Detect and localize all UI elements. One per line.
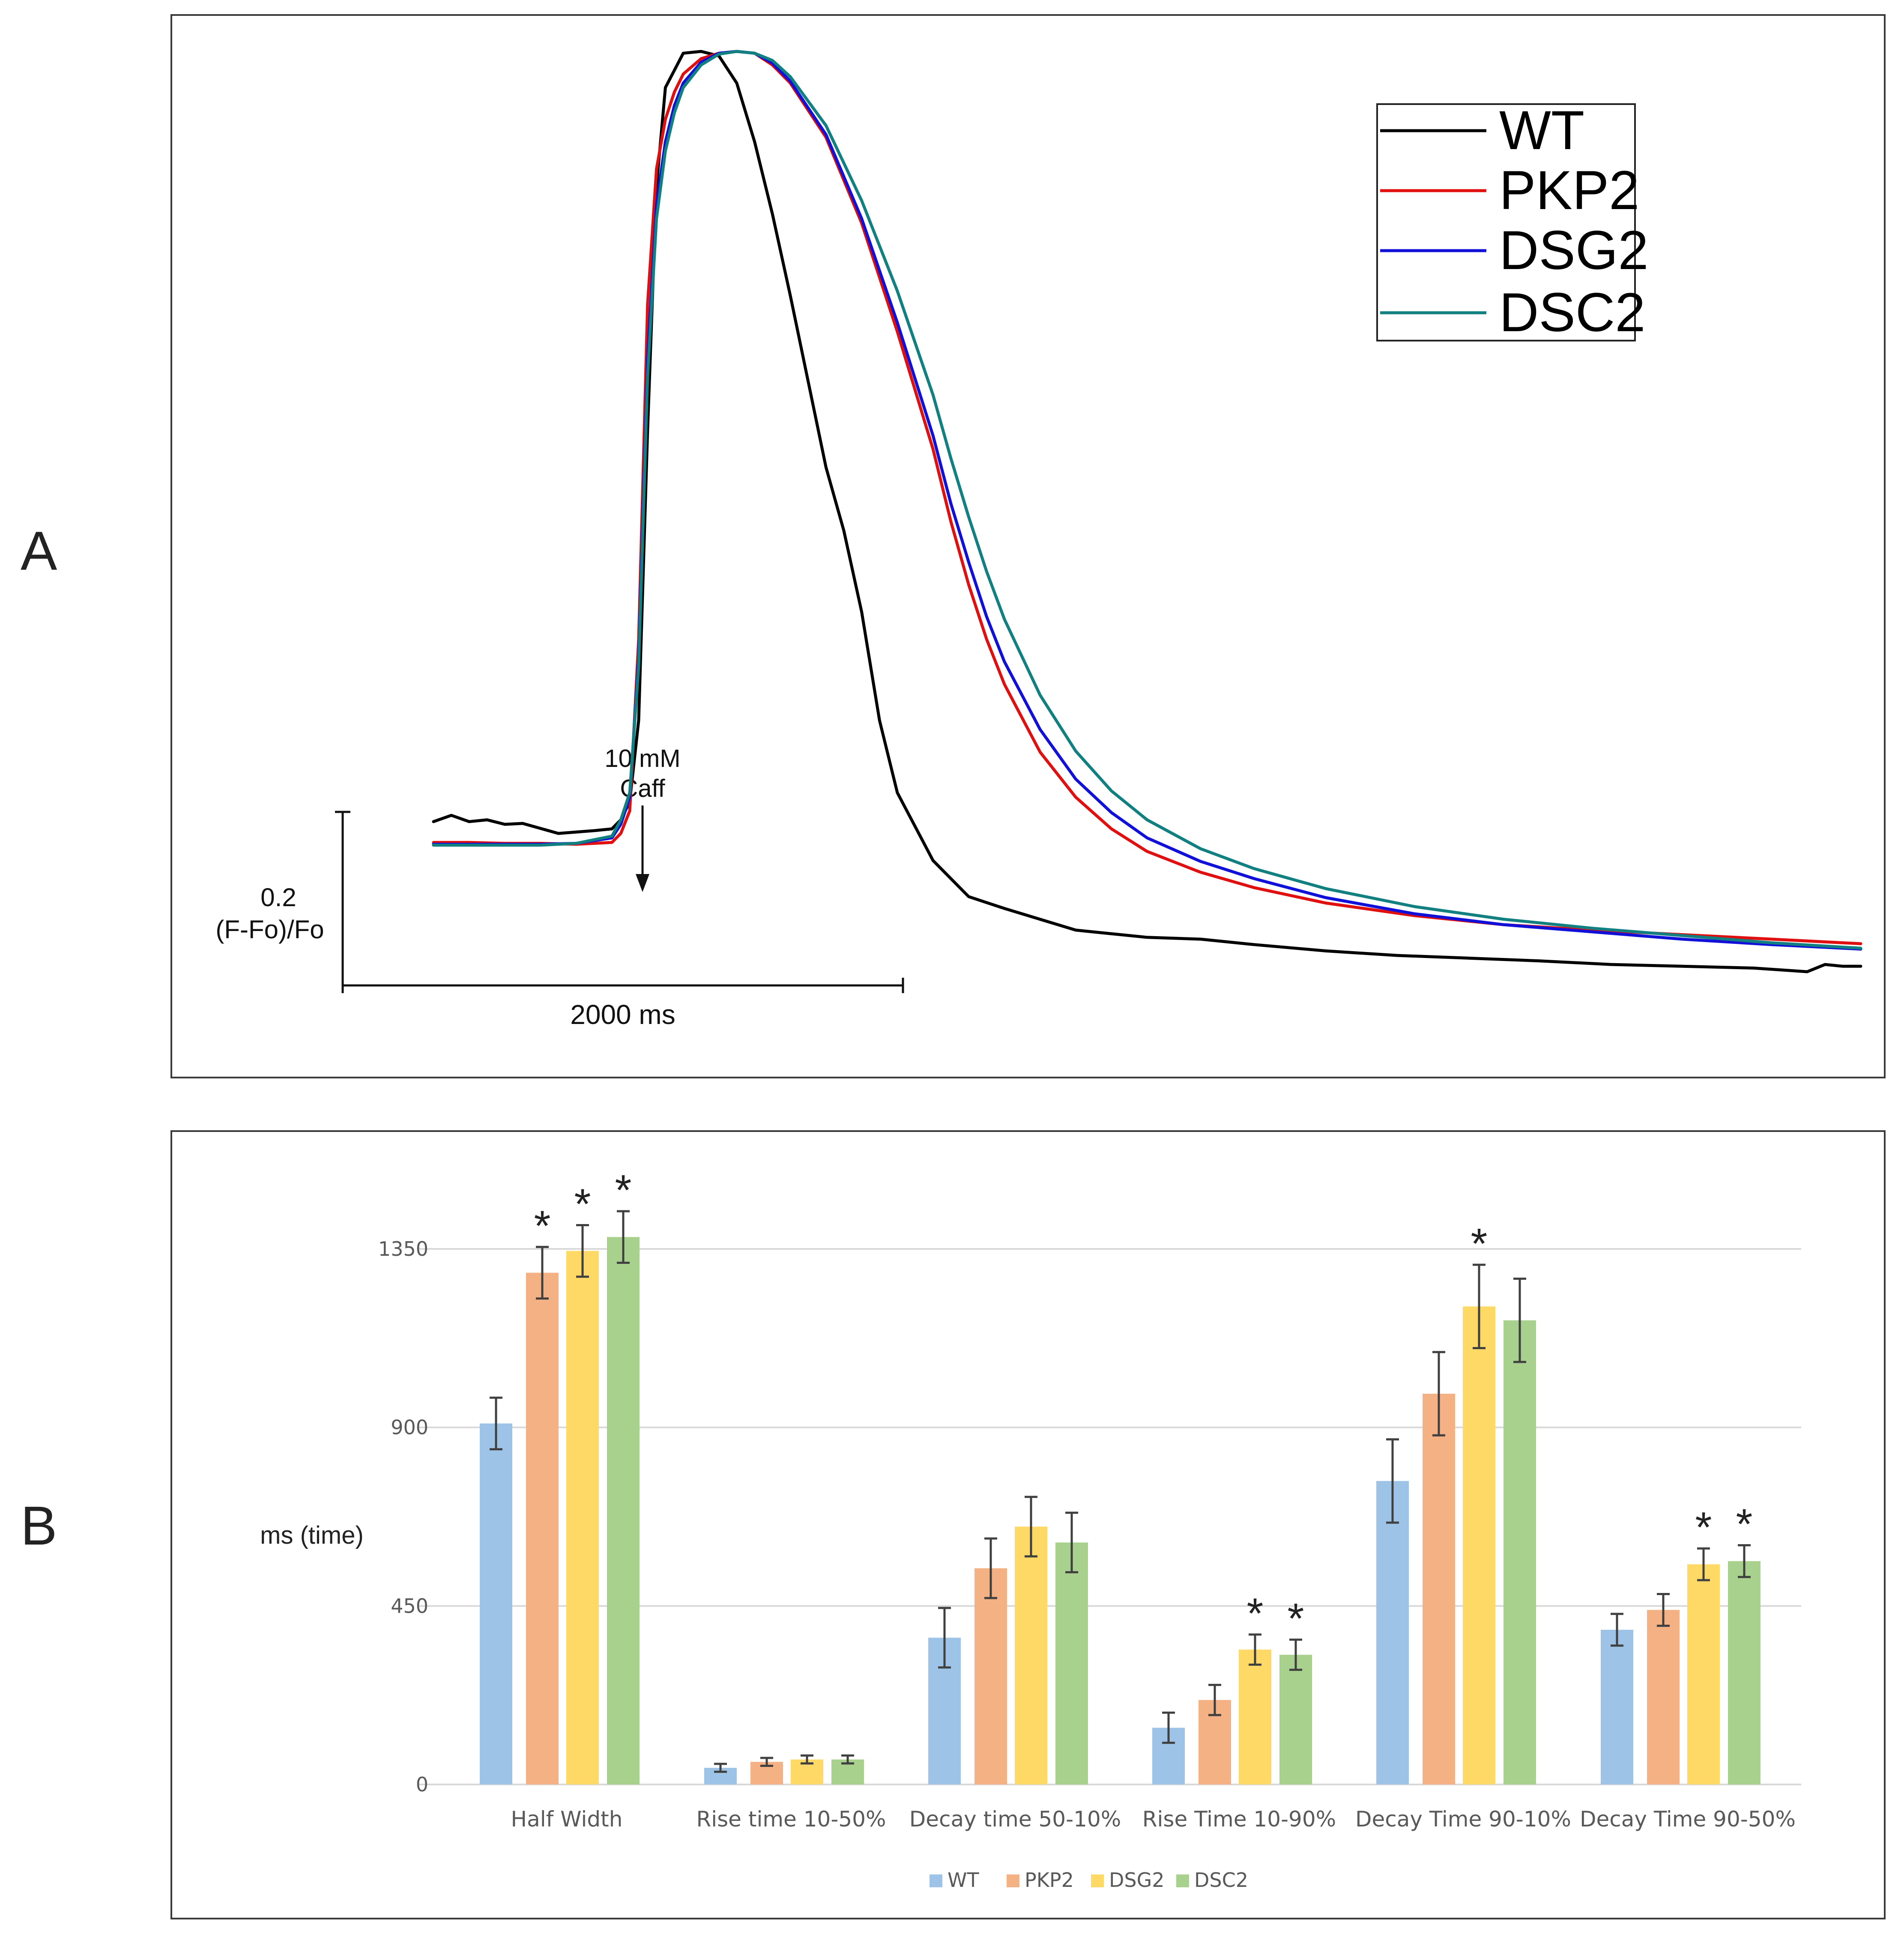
legend-b-label-pkp2: PKP2 [1025,1868,1074,1892]
legend-b-swatch-dsg2 [1091,1874,1104,1887]
legend-a-label-pkp2: PKP2 [1499,160,1639,221]
error-bar-pkp2-decay-time-90-10 [1432,1351,1445,1437]
category-label-decay-time-90-50: Decay Time 90-50% [1580,1807,1796,1832]
error-bar-dsg2-decay-time-50-10 [1025,1496,1037,1558]
bar-pkp2-decay-time-90-10 [1423,1393,1455,1784]
bar-wt-half-width [480,1423,512,1784]
error-bar-pkp2-decay-time-90-50 [1657,1593,1670,1627]
panel-b: ms (time) 0 450 900 1350 * * * * * * * * Half Widt… [170,1130,1886,1919]
panel-a-letter: A [21,521,57,582]
error-bar-wt-rise-time-10-90 [1162,1711,1175,1744]
panel-b-frame [170,1130,1886,1919]
trace-dsc2 [432,50,1862,950]
bar-dsc2-decay-time-90-10 [1503,1320,1536,1784]
significance-star-dsc2-rise-time-10-90: * [1288,1595,1304,1643]
error-bar-dsg2-decay-time-90-50 [1697,1547,1710,1581]
bar-dsg2-rise-time-10-90 [1239,1650,1271,1784]
significance-markers: * * * * * * * * [534,1166,1753,1643]
error-bar-dsg2-half-width [576,1224,589,1278]
panel-a-frame [170,14,1886,1078]
error-bar-dsg2-rise-time-10-50 [801,1754,813,1765]
bar-dsc2-decay-time-50-10 [1055,1542,1088,1784]
bars [480,1237,1761,1784]
error-bar-dsg2-decay-time-90-10 [1473,1263,1486,1349]
legend-b-label-dsg2: DSG2 [1109,1868,1165,1892]
category-label-decay-time-50-10: Decay time 50-10% [909,1807,1121,1832]
significance-star-pkp2-half-width: * [534,1202,551,1250]
error-bar-dsg2-rise-time-10-90 [1249,1633,1261,1666]
y-axis-label: ms (time) [260,1521,364,1549]
error-bar-dsc2-rise-time-10-50 [841,1754,854,1765]
error-bar-wt-decay-time-90-50 [1611,1613,1623,1647]
bar-wt-decay-time-90-10 [1376,1481,1409,1784]
y-tick-label-900: 900 [391,1416,428,1439]
bar-pkp2-decay-time-50-10 [974,1568,1007,1784]
panel-b-letter: B [21,1495,57,1557]
bar-dsg2-half-width [566,1251,599,1784]
category-label-rise-time-10-90: Rise Time 10-90% [1142,1807,1336,1832]
legend-a-label-dsg2: DSG2 [1499,220,1649,281]
bar-dsc2-half-width [607,1237,640,1784]
y-tick-label-450: 450 [391,1594,428,1617]
category-label-rise-time-10-50: Rise time 10-50% [696,1807,886,1832]
error-bar-pkp2-rise-time-10-50 [760,1757,773,1767]
legend-b-swatch-pkp2 [1007,1874,1019,1887]
significance-star-dsc2-half-width: * [615,1166,632,1214]
significance-star-dsg2-decay-time-90-50: * [1695,1503,1712,1551]
category-label-half-width: Half Width [511,1807,623,1832]
gridlines [418,1248,1801,1785]
legend-a-box [1376,103,1636,341]
legend-a-label-dsc2: DSC2 [1499,282,1645,343]
category-label-decay-time-90-10: Decay Time 90-10% [1355,1807,1571,1832]
error-bar-dsc2-rise-time-10-90 [1289,1638,1302,1671]
error-bar-wt-decay-time-90-10 [1386,1438,1399,1524]
error-bar-dsc2-decay-time-90-50 [1738,1544,1751,1578]
error-bar-dsc2-decay-time-50-10 [1065,1512,1078,1574]
error-bar-pkp2-rise-time-10-90 [1208,1684,1221,1716]
legend-a-label-wt: WT [1499,100,1584,161]
trace-dsg2 [432,50,1862,951]
scale-bar [335,811,904,993]
error-bar-wt-half-width [490,1396,502,1451]
error-bar-dsc2-half-width [617,1210,630,1264]
bar-wt-decay-time-90-50 [1601,1629,1633,1784]
bar-pkp2-half-width [526,1272,559,1784]
trace-wt [432,50,1862,973]
legend-b-swatch-wt [930,1874,942,1887]
error-bars [490,1210,1751,1773]
error-bar-wt-rise-time-10-50 [714,1763,727,1773]
error-bar-pkp2-half-width [536,1245,549,1300]
traces [432,50,1862,973]
bar-pkp2-decay-time-90-50 [1647,1610,1680,1784]
significance-star-dsg2-decay-time-90-10: * [1471,1220,1488,1268]
legend-b-swatch-dsc2 [1176,1874,1189,1887]
scale-bar-y-unit: (F-Fo)/Fo [215,915,324,944]
error-bar-pkp2-decay-time-50-10 [984,1537,997,1599]
legend-a: WT PKP2 DSG2 DSC2 [1376,100,1649,343]
significance-star-dsg2-half-width: * [574,1180,591,1228]
legend-b: WT PKP2 DSG2 DSC2 [930,1868,1248,1892]
significance-star-dsg2-rise-time-10-90: * [1247,1590,1264,1638]
caffeine-arrow [636,805,649,892]
trace-pkp2 [432,50,1862,946]
y-tick-label-0: 0 [416,1773,428,1796]
significance-star-dsc2-decay-time-90-50: * [1736,1500,1753,1548]
y-tick-label-1350: 1350 [378,1237,428,1260]
error-bar-dsc2-decay-time-90-10 [1513,1277,1526,1363]
bar-dsg2-decay-time-90-10 [1463,1306,1495,1784]
error-bar-wt-decay-time-50-10 [938,1607,951,1669]
caffeine-annotation-line1: 10 mM [604,745,680,772]
category-labels: Half Width Rise time 10-50% Decay time 50-… [511,1807,1796,1832]
scale-bar-y-value: 0.2 [260,883,296,912]
bar-dsg2-decay-time-90-50 [1687,1564,1720,1784]
panel-a: 0.2 (F-Fo)/Fo 2000 ms 10 mM Caff WT PKP2… [170,14,1886,1078]
bar-dsg2-decay-time-50-10 [1015,1527,1047,1784]
legend-b-label-dsc2: DSC2 [1194,1868,1248,1892]
y-tick-labels: 0 450 900 1350 [378,1237,428,1796]
bar-dsc2-rise-time-10-90 [1279,1655,1312,1784]
scale-bar-x-label: 2000 ms [570,999,675,1030]
legend-b-label-wt: WT [948,1868,979,1892]
bar-dsc2-decay-time-90-50 [1728,1561,1761,1784]
